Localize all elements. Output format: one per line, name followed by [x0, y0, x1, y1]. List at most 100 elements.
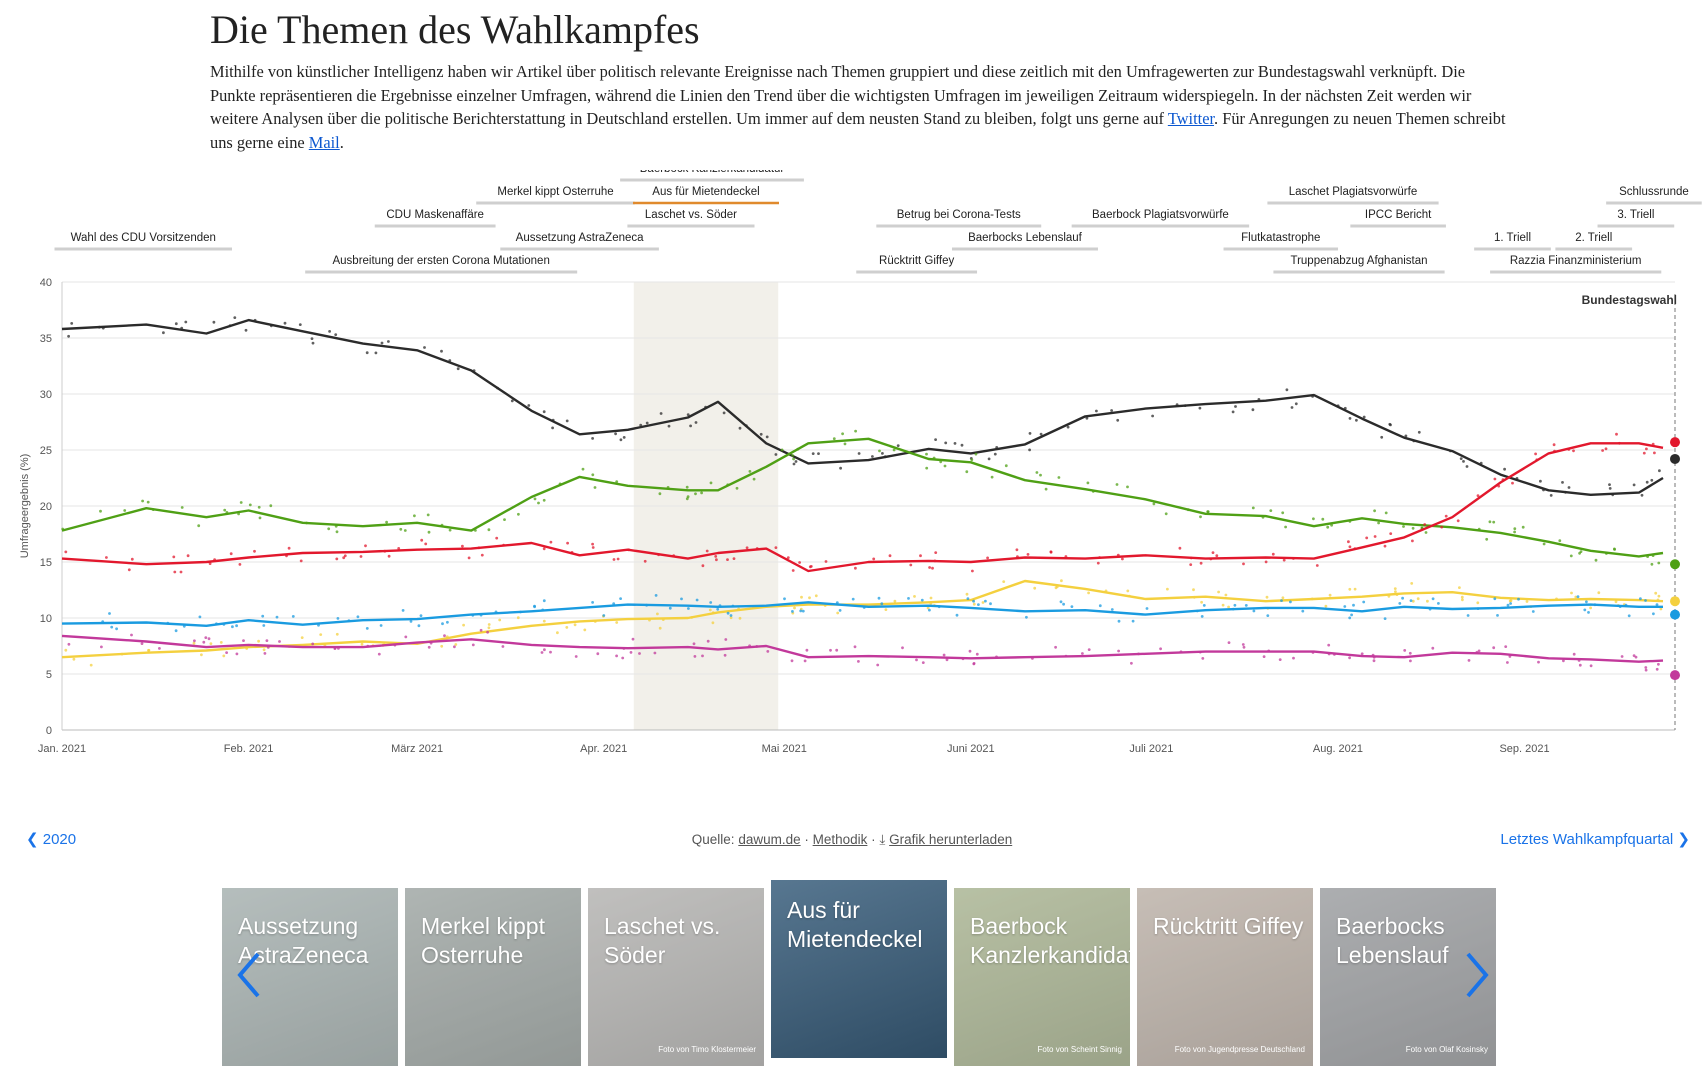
event-label[interactable]: Razzia Finanzministerium — [1510, 255, 1642, 267]
poll-point — [278, 640, 281, 643]
topic-card[interactable]: Laschet vs. Söder Foto von Timo Klosterme… — [588, 888, 764, 1066]
poll-point — [542, 599, 546, 603]
topic-carousel: Baerbocks Lebenslauf Foto von Olaf Kosins… — [222, 880, 1502, 1070]
poll-point — [814, 594, 818, 598]
poll-point — [765, 435, 769, 439]
poll-point — [551, 426, 554, 430]
poll-point — [871, 455, 874, 458]
poll-point — [1570, 591, 1573, 595]
poll-point — [1070, 605, 1074, 608]
event-label[interactable]: Merkel kippt Osterruhe — [497, 186, 613, 198]
event-label[interactable]: 2. Triell — [1575, 232, 1612, 244]
poll-point — [1060, 579, 1063, 583]
event-label[interactable]: Truppenabzug Afghanistan — [1290, 255, 1427, 267]
poll-point — [1506, 661, 1509, 664]
poll-point — [1657, 561, 1661, 565]
event-label[interactable]: Schlussrunde — [1619, 186, 1689, 198]
mail-link[interactable]: Mail — [308, 132, 340, 152]
event-label[interactable]: CDU Maskenaffäre — [386, 209, 484, 221]
poll-point — [225, 651, 229, 654]
poll-point — [1380, 435, 1384, 439]
poll-point — [581, 467, 585, 471]
poll-point — [365, 627, 369, 630]
prev-period-link[interactable]: ❮ 2020 — [26, 830, 76, 848]
event-label[interactable]: Baerbock Kanzlerkandidatur — [640, 170, 785, 175]
poll-point — [542, 410, 546, 414]
poll-point — [658, 626, 662, 630]
event-label[interactable]: Aus für Mietendeckel — [652, 186, 759, 198]
poll-point — [1549, 494, 1553, 497]
poll-point — [974, 452, 978, 456]
poll-point — [972, 599, 975, 603]
poll-point — [931, 566, 934, 570]
poll-point — [420, 538, 424, 542]
poll-point — [1525, 600, 1529, 603]
poll-point — [1562, 659, 1565, 663]
event-label[interactable]: Ausbreitung der ersten Corona Mutationen — [332, 255, 549, 267]
poll-point — [517, 512, 520, 516]
poll-point — [423, 346, 426, 349]
poll-point — [1117, 649, 1120, 653]
twitter-link[interactable]: Twitter — [1167, 109, 1215, 128]
event-label[interactable]: IPCC Bericht — [1365, 209, 1432, 221]
event-label[interactable]: 3. Triell — [1617, 209, 1654, 221]
event-label[interactable]: Baerbocks Lebenslauf — [968, 232, 1083, 244]
poll-point — [881, 452, 884, 455]
poll-point — [1292, 656, 1295, 660]
dawum-link[interactable]: dawum.de — [738, 832, 801, 847]
event-label[interactable]: Aussetzung AstraZeneca — [516, 232, 644, 244]
methodik-link[interactable]: Methodik — [812, 832, 868, 847]
topic-card[interactable]: Aussetzung AstraZeneca — [222, 888, 398, 1066]
event-label[interactable]: Baerbock Plagiatsvorwürfe — [1092, 209, 1229, 221]
event-label[interactable]: Flutkatastrophe — [1241, 232, 1320, 244]
poll-point — [1572, 449, 1575, 453]
poll-point — [817, 452, 820, 455]
trend-line — [61, 318, 1664, 496]
poll-point — [1066, 425, 1070, 429]
poll-point — [1511, 481, 1514, 485]
event-label[interactable]: Wahl des CDU Vorsitzenden — [71, 232, 216, 244]
event-label[interactable]: Laschet vs. Söder — [645, 209, 737, 221]
poll-point — [542, 498, 546, 502]
poll-point — [229, 552, 233, 556]
poll-point — [1224, 593, 1228, 597]
poll-point — [1199, 561, 1203, 565]
carousel-prev-button[interactable] — [234, 950, 264, 1000]
poll-point — [915, 658, 918, 662]
poll-point — [108, 612, 111, 615]
topic-card[interactable]: Aus für Mietendeckel — [771, 880, 947, 1058]
event-label[interactable]: Betrug bei Corona-Tests — [897, 209, 1021, 221]
poll-point — [1271, 552, 1275, 556]
next-period-link[interactable]: Letztes Wahlkampfquartal ❯ — [1500, 830, 1690, 848]
poll-point — [896, 444, 900, 447]
download-link[interactable]: Grafik herunterladen — [889, 832, 1013, 847]
poll-point — [223, 508, 227, 512]
topic-card[interactable]: Rücktritt Giffey Foto von Jugendpresse De… — [1137, 888, 1313, 1066]
poll-point — [174, 629, 178, 633]
poll-point — [244, 328, 248, 332]
event-label[interactable]: 1. Triell — [1494, 232, 1531, 244]
poll-point — [722, 411, 726, 415]
topic-card[interactable]: Baerbock Kanzlerkandidatur Foto von Schei… — [954, 888, 1130, 1066]
poll-point — [1411, 526, 1415, 530]
poll-point — [479, 628, 483, 632]
event-label[interactable]: Laschet Plagiatsvorwürfe — [1289, 186, 1417, 198]
poll-point — [990, 475, 994, 479]
poll-point — [265, 639, 269, 642]
event-label[interactable]: Rücktritt Giffey — [879, 255, 954, 267]
poll-point — [487, 528, 491, 532]
poll-point — [287, 546, 291, 550]
poll-point — [614, 432, 617, 436]
poll-point — [1509, 602, 1512, 605]
topic-card[interactable]: Baerbocks Lebenslauf Foto von Olaf Kosins… — [1320, 888, 1496, 1066]
poll-point — [1285, 388, 1289, 392]
poll-point — [440, 349, 443, 353]
topic-card[interactable]: Merkel kippt Osterruhe — [405, 888, 581, 1066]
carousel-next-button[interactable] — [1462, 950, 1492, 1000]
poll-point — [925, 452, 928, 456]
poll-point — [1508, 599, 1512, 603]
portrait-photo — [1320, 888, 1496, 1066]
poll-point — [1159, 647, 1162, 651]
poll-point — [1645, 480, 1649, 484]
card-fade-overlay — [222, 888, 398, 1066]
